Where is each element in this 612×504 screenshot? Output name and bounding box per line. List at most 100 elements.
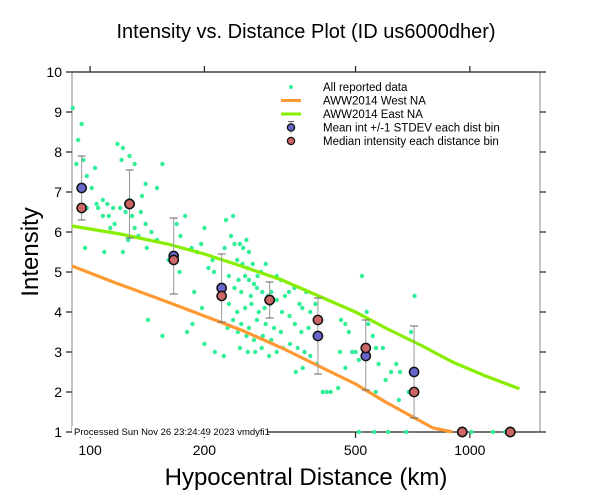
data-point	[370, 333, 375, 339]
scatter-points	[70, 105, 508, 435]
y-tick-label: 8	[54, 144, 62, 160]
data-point	[132, 225, 137, 231]
data-point	[356, 429, 362, 435]
data-point	[232, 241, 237, 247]
x-tick-label: 1000	[454, 442, 485, 458]
data-point	[228, 233, 234, 239]
model-curves	[71, 224, 520, 434]
data-point	[239, 289, 244, 295]
data-point	[178, 233, 183, 239]
data-point	[302, 349, 307, 355]
data-point	[394, 361, 399, 367]
east-na-curve	[71, 224, 520, 391]
annotation-bg	[72, 426, 267, 437]
data-point	[143, 221, 148, 227]
median-marker	[168, 254, 180, 266]
data-point	[320, 389, 326, 395]
plot-area: 1 2 3 4 5 6 7 8 9 10 100 200 500 1000	[46, 64, 546, 458]
data-point	[373, 345, 379, 351]
y-tick-label: 7	[54, 184, 62, 200]
data-point	[206, 265, 211, 271]
data-point	[89, 185, 94, 191]
data-point	[278, 329, 284, 335]
y-tick-label: 9	[54, 104, 62, 120]
data-point	[313, 301, 318, 307]
axis-ticks: 1 2 3 4 5 6 7 8 9 10 100 200 500 1000	[46, 64, 546, 458]
data-point	[324, 389, 329, 395]
data-point	[145, 317, 151, 323]
legend-label: Mean int +/-1 STDEV each dist bin	[323, 123, 500, 135]
data-point	[343, 365, 348, 371]
data-point	[249, 301, 254, 307]
data-point	[108, 225, 113, 231]
x-tick-label: 500	[344, 442, 368, 458]
median-marker	[360, 342, 372, 354]
data-point	[102, 249, 107, 255]
data-point	[246, 249, 252, 255]
data-point	[263, 261, 268, 267]
data-point	[160, 161, 165, 167]
data-point	[252, 349, 258, 355]
y-tick-label: 4	[54, 304, 62, 320]
data-point	[308, 309, 313, 315]
data-point	[293, 369, 298, 375]
y-tick-label: 10	[46, 64, 62, 80]
data-point	[248, 293, 254, 299]
data-point	[110, 205, 116, 211]
data-point	[343, 321, 348, 327]
data-point	[292, 321, 298, 327]
median-marker	[408, 386, 420, 398]
data-point	[192, 289, 197, 295]
data-point	[254, 285, 260, 291]
data-point	[245, 349, 250, 355]
mean-marker	[408, 366, 420, 378]
y-tick-label: 2	[54, 384, 62, 400]
y-tick-label: 1	[54, 424, 62, 440]
x-axis-label: Hypocentral Distance (km)	[165, 464, 448, 491]
data-point	[246, 277, 252, 283]
data-point	[397, 369, 403, 375]
data-point	[127, 153, 132, 159]
data-point	[119, 157, 124, 163]
data-point	[235, 257, 240, 263]
data-point	[129, 213, 135, 219]
data-point	[223, 217, 229, 223]
data-point	[120, 249, 126, 255]
data-point	[244, 237, 249, 243]
data-point	[297, 301, 302, 307]
data-point	[70, 105, 75, 111]
data-point	[242, 305, 248, 311]
data-point	[279, 309, 285, 315]
median-marker	[124, 198, 135, 210]
data-point	[286, 289, 292, 295]
data-point	[300, 365, 305, 371]
data-point	[177, 269, 182, 275]
data-point	[328, 389, 333, 395]
data-point	[254, 317, 260, 323]
data-point	[222, 245, 227, 251]
processed-annotation: Processed Sun Nov 26 23:24:49 2023 vmdyf…	[74, 427, 270, 438]
data-point	[94, 201, 99, 207]
data-point	[100, 197, 106, 203]
mean-marker	[76, 182, 88, 194]
data-point	[244, 333, 249, 339]
data-point	[282, 293, 288, 299]
data-point	[226, 301, 232, 307]
data-point	[82, 245, 88, 251]
data-point	[269, 289, 274, 295]
legend-label: All reported data	[323, 82, 408, 94]
data-point	[246, 325, 252, 331]
data-point	[256, 309, 261, 315]
median-marker	[76, 202, 88, 214]
data-point	[81, 157, 86, 163]
data-point	[255, 273, 260, 279]
x-tick-label: 100	[78, 442, 102, 458]
data-point	[338, 317, 344, 323]
data-point	[396, 397, 402, 403]
legend-label: AWW2014 West NA	[323, 96, 426, 108]
legend-dot-icon	[289, 85, 293, 89]
data-point	[308, 353, 313, 359]
data-point	[490, 429, 496, 435]
data-point	[184, 329, 190, 335]
